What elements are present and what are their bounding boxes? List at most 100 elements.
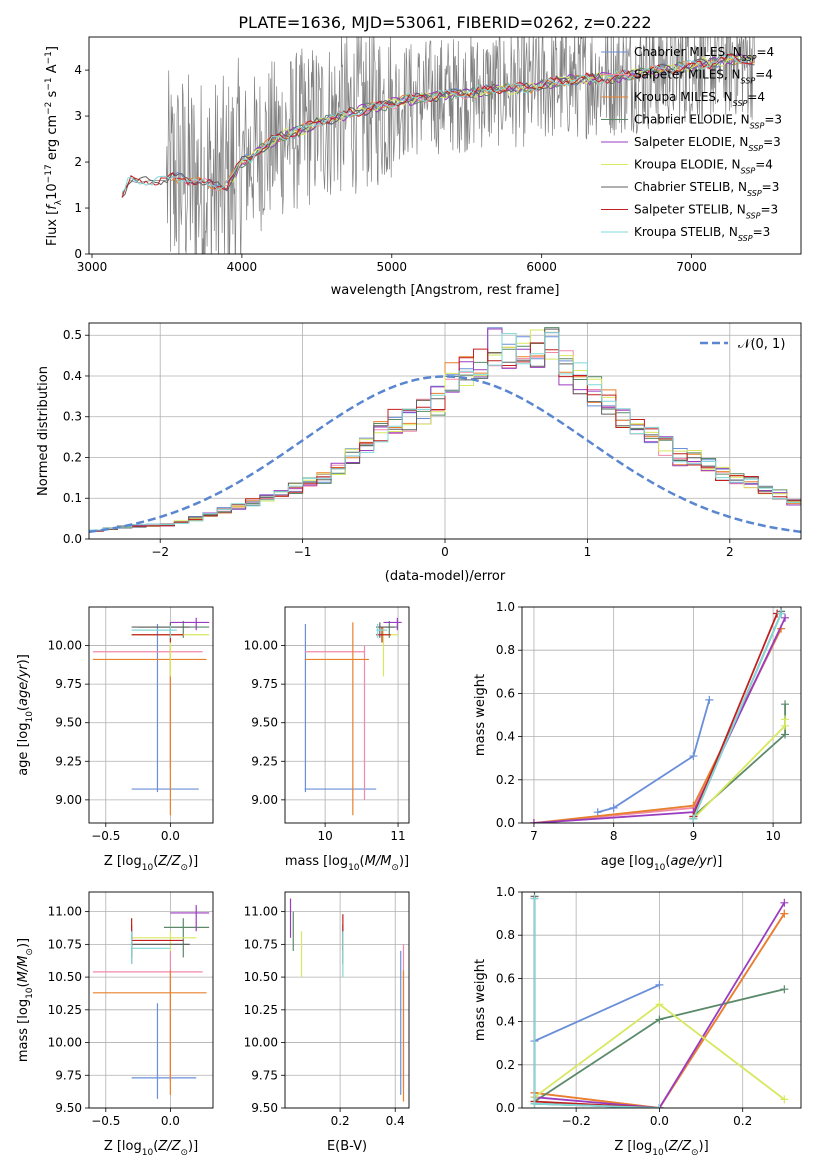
y-tick-label: 1 (74, 201, 82, 215)
y-tick-label: 9.75 (55, 677, 82, 691)
residual-axes: −2 −1 0 1 2 0.0 0.1 0.2 0.3 0.4 0.5 𝒩(0, 1) (data-mo… (36, 322, 802, 584)
mass-weight-marker (781, 700, 790, 709)
age-vs-z-axes: −0.5 0.0 9.00 9.25 9.50 9.75 10.00 Z [log10(Z/Z… (16, 606, 214, 873)
mass-weight-line (533, 898, 660, 1108)
x-tick-label: 7 (530, 829, 538, 843)
axes-frame (284, 606, 410, 824)
y-tick-label: 0.1 (63, 491, 82, 505)
mass-weight-marker (655, 1015, 664, 1024)
y-tick-label: 10.25 (244, 1003, 278, 1017)
y-tick-label: 0.2 (63, 450, 82, 464)
mass-weight-line (534, 984, 660, 1042)
y-tick-label: 9.75 (55, 1068, 82, 1082)
x-axis-label: E(B-V) (327, 1139, 367, 1154)
x-tick-label: 7000 (676, 260, 707, 274)
x-tick-label: 0 (441, 545, 449, 559)
y-tick-label: 11.00 (48, 905, 82, 919)
mass-weight-marker (689, 814, 698, 823)
x-tick-label: 0.0 (161, 1114, 180, 1128)
model-spectrum-line (121, 53, 755, 198)
y-axis-label: mass [log10(M/M⊙)] (16, 938, 35, 1062)
data-spectrum-line (121, 37, 755, 254)
x-tick-label: 0.0 (161, 829, 180, 843)
mass-weight-line (533, 898, 660, 1108)
mass-weight-marker (655, 980, 664, 989)
y-tick-label: 10.75 (48, 937, 82, 951)
legend-label: Chabrier MILES, NSSP=4 (634, 45, 774, 63)
mass-weight-line (534, 902, 786, 1108)
plot-content (121, 37, 755, 254)
y-tick-label: 0.5 (63, 328, 82, 342)
y-tick-label: 10.00 (244, 1036, 278, 1050)
y-tick-label: 10.00 (48, 639, 82, 653)
axes-frame (88, 322, 802, 540)
histogram-step (89, 332, 801, 531)
age-vs-mass-axes: 10 11 9.00 9.25 9.50 9.75 10.00 mass [log10(M/M… (244, 606, 410, 873)
x-axis-label: Z [log10(Z/Z⊙)] (104, 1139, 198, 1158)
x-axis-label: Z [log10(Z/Z⊙)] (104, 854, 198, 873)
mass-weight-vs-z-axes: −0.2 0.0 0.2 0.0 0.2 0.4 0.6 0.8 1.0 Z [log10(Z/Z… (473, 885, 802, 1158)
y-axis-label: mass weight (473, 674, 488, 756)
y-tick-label: 10.00 (244, 639, 278, 653)
y-tick-label: 9.50 (55, 716, 82, 730)
x-tick-label: 3000 (77, 260, 108, 274)
y-tick-label: 9.50 (55, 1101, 82, 1115)
x-tick-label: −1 (294, 545, 312, 559)
mass-weight-marker (781, 613, 790, 622)
mass-weight-marker (593, 808, 602, 817)
figure-title: PLATE=1636, MJD=53061, FIBERID=0262, z=0… (238, 13, 651, 32)
plots-layer: 3000 4000 5000 6000 7000 0 1 2 3 4 Chabrier MILES,… (16, 36, 802, 1158)
mass-weight-line (533, 628, 782, 823)
mass-weight-marker (780, 909, 789, 918)
x-tick-label: 6000 (526, 260, 557, 274)
model-spectrum-line (171, 53, 754, 192)
y-tick-label: 9.75 (251, 1068, 278, 1082)
axes-frame (521, 891, 802, 1109)
mass-weight-line (534, 913, 786, 1108)
y-tick-label: 11.00 (244, 905, 278, 919)
axes-frame (88, 606, 214, 824)
legend-label: Kroupa STELIB, NSSP=3 (634, 225, 770, 243)
y-tick-label: 2 (74, 155, 82, 169)
y-tick-label: 0.0 (496, 1101, 515, 1115)
model-spectrum-line (121, 54, 755, 193)
x-tick-label: 4000 (227, 260, 258, 274)
y-tick-label: 1.0 (496, 600, 515, 614)
x-tick-label: 0.2 (331, 1114, 350, 1128)
x-axis-label: age [log10(age/yr)] (601, 854, 723, 873)
axes-frame (88, 891, 214, 1109)
y-tick-label: 10.00 (48, 1036, 82, 1050)
plot-content (89, 327, 801, 534)
mass-weight-marker (780, 898, 789, 907)
y-tick-label: 9.00 (55, 793, 82, 807)
y-tick-label: 1.0 (496, 885, 515, 899)
spectrum-axes: 3000 4000 5000 6000 7000 0 1 2 3 4 Chabrier MILES,… (44, 36, 802, 298)
mass-weight-marker (780, 1095, 789, 1104)
y-tick-label: 0.2 (496, 1058, 515, 1072)
x-tick-label: −0.2 (562, 1114, 591, 1128)
y-tick-label: 10.50 (48, 970, 82, 984)
normal-reference-curve (89, 375, 801, 534)
x-tick-label: 0.2 (733, 1114, 752, 1128)
mass-weight-marker (655, 1000, 664, 1009)
y-tick-label: 9.25 (251, 754, 278, 768)
plot-content (304, 617, 402, 816)
y-tick-label: 3 (74, 109, 82, 123)
mass-weight-marker (609, 803, 618, 812)
y-tick-label: 10.50 (244, 970, 278, 984)
x-tick-label: 10 (317, 829, 332, 843)
mass-weight-marker (781, 715, 790, 724)
legend-label: Salpeter MILES, NSSP=4 (634, 68, 773, 86)
plot-content (289, 898, 405, 1102)
y-axis-label: mass weight (473, 959, 488, 1041)
legend-label: 𝒩(0, 1) (738, 337, 785, 352)
mass-weight-marker (781, 730, 790, 739)
y-axis-label: Flux [fλ10−17 erg cm−2 s−1 A−1] (44, 46, 64, 246)
axes-frame (284, 891, 410, 1109)
mass-weight-line (692, 719, 786, 820)
mass-weight-line (692, 704, 786, 818)
mass-weight-line (533, 896, 660, 1108)
y-tick-label: 0.0 (496, 816, 515, 830)
mass-weight-line (597, 699, 711, 814)
mass-weight-marker (777, 609, 786, 618)
